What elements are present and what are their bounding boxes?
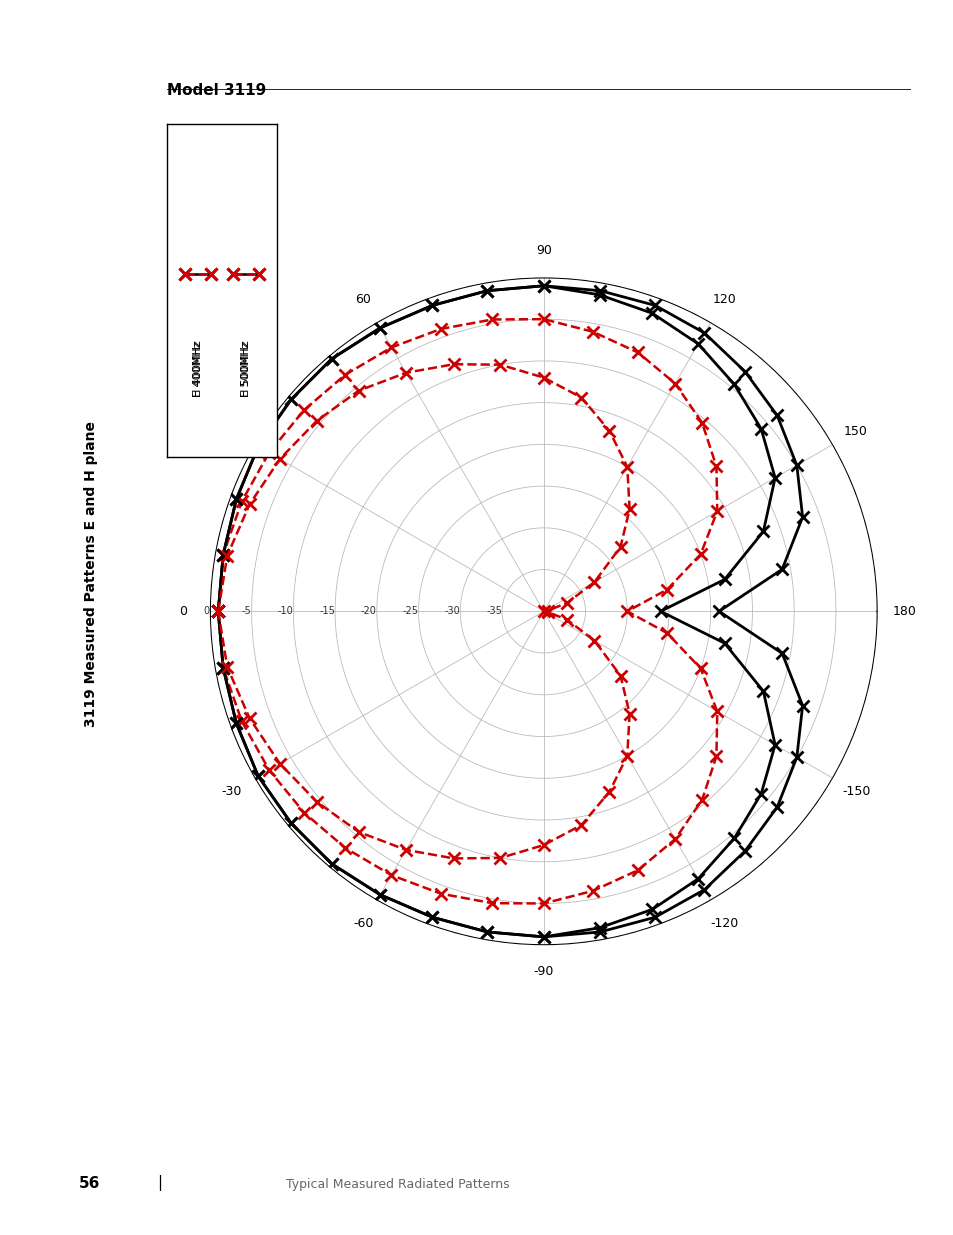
Text: -120: -120	[709, 918, 738, 930]
Text: H 400MHz: H 400MHz	[193, 340, 202, 396]
Text: 120: 120	[712, 293, 735, 305]
Text: -35: -35	[486, 606, 501, 616]
Text: 90: 90	[536, 245, 551, 257]
Text: Typical Measured Radiated Patterns: Typical Measured Radiated Patterns	[286, 1177, 509, 1191]
Text: -30: -30	[221, 785, 241, 798]
Text: Model 3119: Model 3119	[167, 83, 266, 98]
Text: E 500MHz: E 500MHz	[241, 342, 251, 396]
Text: 0: 0	[204, 606, 210, 616]
Text: E 400MHz: E 400MHz	[193, 341, 202, 396]
Text: -90: -90	[533, 966, 554, 978]
Text: 56: 56	[79, 1176, 100, 1191]
Text: -150: -150	[841, 785, 869, 798]
Text: -5: -5	[242, 606, 252, 616]
Text: 60: 60	[355, 293, 371, 305]
Text: 0: 0	[179, 605, 187, 618]
Text: -60: -60	[353, 918, 374, 930]
Text: -20: -20	[360, 606, 376, 616]
Text: 150: 150	[843, 425, 867, 437]
Text: H 500MHz: H 500MHz	[241, 340, 251, 396]
Text: -25: -25	[402, 606, 418, 616]
Text: |: |	[157, 1174, 162, 1191]
Text: -10: -10	[277, 606, 293, 616]
Text: -30: -30	[444, 606, 459, 616]
Text: -15: -15	[319, 606, 335, 616]
Text: 180: 180	[891, 605, 916, 618]
Text: 30: 30	[223, 425, 239, 437]
Text: 3119 Measured Patterns E and H plane: 3119 Measured Patterns E and H plane	[84, 421, 97, 727]
